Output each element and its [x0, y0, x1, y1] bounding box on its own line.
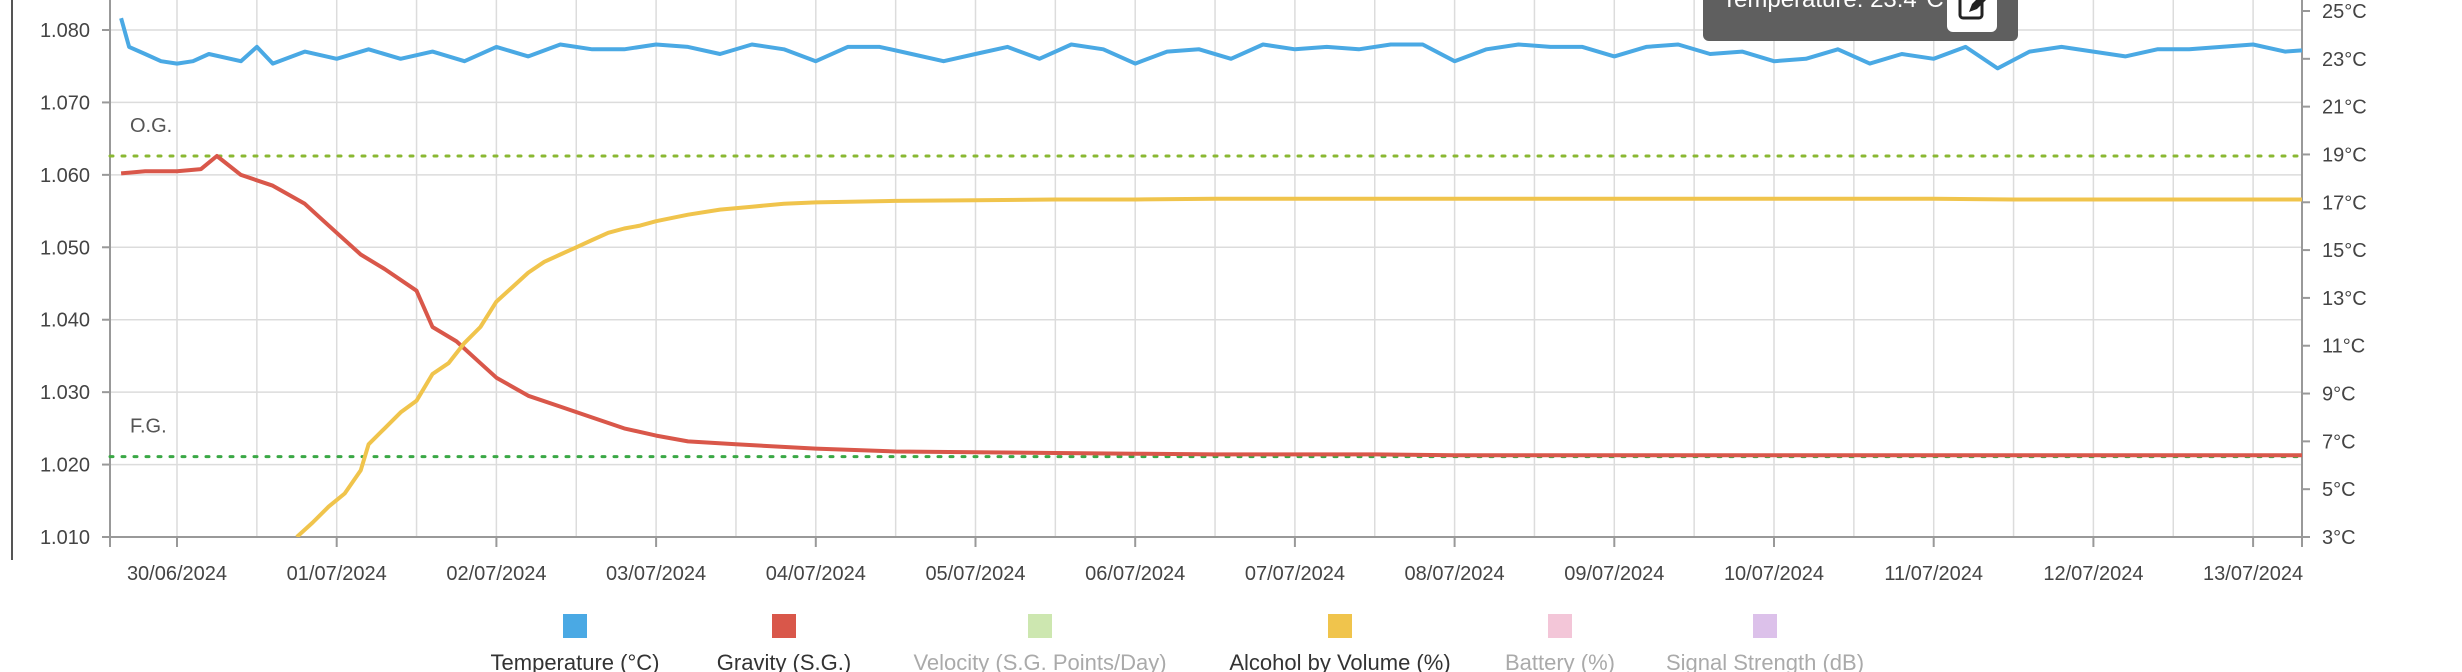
- tooltip-box: [1703, 0, 2018, 41]
- x-tick-label: 03/07/2024: [606, 563, 706, 585]
- legend-label: Alcohol by Volume (%): [1229, 650, 1450, 672]
- x-tick-label: 04/07/2024: [766, 563, 866, 585]
- right-axis-ticks: 25°C 23°C 21°C 19°C 17°C 15°C 13°C 11°C 9°C 7°C 5°…: [2302, 1, 2367, 549]
- right-tick-label: 21°C: [2322, 97, 2367, 119]
- right-tick-label: 25°C: [2322, 1, 2367, 23]
- right-tick-label: 19°C: [2322, 144, 2367, 166]
- legend-label: Signal Strength (dB): [1666, 650, 1864, 672]
- left-tick-label: 1.040: [40, 310, 90, 332]
- left-tick-label: 1.010: [40, 527, 90, 549]
- series-lines: [119, 17, 2302, 537]
- reference-label: O.G.: [130, 115, 172, 137]
- left-tick-label: 1.020: [40, 455, 90, 477]
- right-tick-label: 17°C: [2322, 192, 2367, 214]
- x-tick-label: 07/07/2024: [1245, 563, 1345, 585]
- x-tick-label: 09/07/2024: [1564, 563, 1664, 585]
- right-tick-label: 5°C: [2322, 479, 2356, 501]
- legend-label: Gravity (S.G.): [717, 650, 851, 672]
- series-line-gravity-s-g: [120, 154, 2302, 458]
- right-tick-label: 7°C: [2322, 431, 2356, 453]
- right-tick-label: 13°C: [2322, 288, 2367, 310]
- legend: Temperature (°C) Gravity (S.G.) Velocity (…: [491, 614, 1864, 672]
- legend-label: Battery (%): [1505, 650, 1615, 672]
- edit-pencil-icon[interactable]: [1947, 0, 1997, 32]
- right-tick-label: 11°C: [2322, 336, 2365, 358]
- legend-swatch: [563, 614, 587, 638]
- legend-swatch: [1028, 614, 1052, 638]
- right-tick-label: 23°C: [2322, 49, 2367, 71]
- legend-label: Temperature (°C): [491, 650, 660, 672]
- gridlines: [109, 0, 2303, 547]
- tooltip-text: Temperature: 23.4°C: [1722, 0, 1944, 13]
- legend-label: Velocity (S.G. Points/Day): [913, 650, 1166, 672]
- right-tick-label: 15°C: [2322, 240, 2367, 262]
- x-tick-label: 13/07/2024: [2203, 563, 2303, 585]
- series-line-temperature-c: [119, 17, 2302, 71]
- left-tick-label: 1.030: [40, 382, 90, 404]
- right-tick-label: 3°C: [2322, 527, 2356, 549]
- x-tick-label: 11/07/2024: [1884, 563, 1983, 585]
- left-tick-label: 1.070: [40, 92, 90, 114]
- left-tick-label: 1.060: [40, 165, 90, 187]
- left-axis-ticks: 1.080 1.070 1.060 1.050 1.040 1.030 1.020 1.010: [40, 20, 110, 549]
- x-tick-label: 05/07/2024: [925, 563, 1025, 585]
- tooltip: Temperature: 23.4°C: [1703, 0, 2018, 41]
- x-tick-label: 10/07/2024: [1724, 563, 1824, 585]
- x-tick-label: 01/07/2024: [287, 563, 387, 585]
- x-axis-ticks: 30/06/2024 01/07/2024 02/07/2024 03/07/2024…: [127, 537, 2303, 585]
- reference-label: F.G.: [130, 416, 167, 438]
- x-tick-label: 06/07/2024: [1085, 563, 1185, 585]
- legend-swatch: [1548, 614, 1572, 638]
- legend-swatch: [772, 614, 796, 638]
- x-tick-label: 12/07/2024: [2043, 563, 2143, 585]
- left-tick-label: 1.050: [40, 237, 90, 259]
- x-tick-label: 30/06/2024: [127, 563, 227, 585]
- series-line-alcohol-by-volume: [295, 196, 2302, 537]
- legend-swatch: [1328, 614, 1352, 638]
- right-tick-label: 9°C: [2322, 384, 2356, 406]
- x-tick-label: 08/07/2024: [1405, 563, 1505, 585]
- left-tick-label: 1.080: [40, 20, 90, 42]
- x-tick-label: 02/07/2024: [446, 563, 546, 585]
- reference-lines: O.G. F.G.: [108, 115, 2304, 459]
- legend-swatch: [1753, 614, 1777, 638]
